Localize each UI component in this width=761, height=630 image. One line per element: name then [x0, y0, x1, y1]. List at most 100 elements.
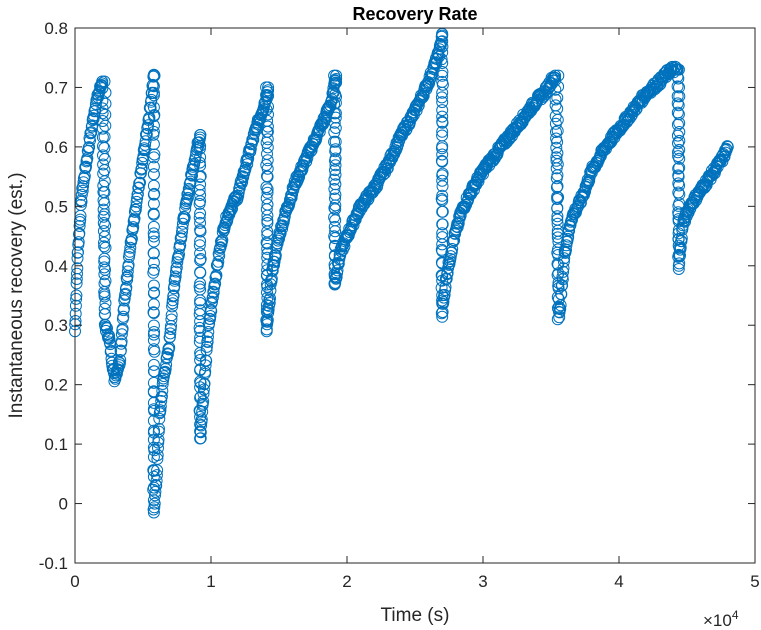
data-point — [103, 332, 116, 345]
data-point — [262, 108, 274, 121]
data-point — [198, 377, 211, 390]
data-point — [438, 289, 451, 301]
data-point — [139, 135, 152, 148]
data-point — [261, 141, 274, 154]
data-point — [555, 288, 568, 301]
data-point — [436, 174, 449, 187]
data-point — [170, 265, 182, 278]
data-point — [147, 160, 160, 173]
data-point — [436, 86, 449, 99]
axes — [74, 27, 756, 564]
data-point — [194, 391, 207, 404]
data-point — [164, 323, 177, 335]
data-point — [364, 187, 377, 200]
data-point — [329, 154, 341, 167]
data-point — [328, 220, 341, 233]
data-point — [673, 81, 685, 94]
data-point — [261, 183, 274, 196]
data-point — [550, 181, 563, 194]
data-point — [329, 192, 341, 205]
data-point — [118, 302, 130, 315]
data-point — [77, 176, 90, 189]
data-point — [673, 126, 686, 138]
data-point — [274, 227, 287, 240]
data-point — [193, 321, 206, 334]
data-point — [328, 249, 341, 262]
data-point — [105, 344, 118, 357]
data-point — [71, 267, 83, 280]
data-point — [129, 203, 142, 216]
data-point — [119, 287, 132, 300]
data-point — [549, 83, 562, 96]
x-tick-label: 1 — [206, 572, 215, 591]
data-point — [193, 239, 206, 252]
data-point — [169, 270, 182, 283]
data-point — [175, 230, 188, 243]
data-point — [194, 235, 207, 248]
data-point — [193, 335, 206, 348]
data-point — [134, 167, 147, 180]
x-tick-label: 2 — [342, 572, 351, 591]
data-point — [148, 424, 160, 437]
data-point — [194, 432, 207, 445]
data-point — [209, 277, 222, 290]
chart-title: Recovery Rate — [352, 4, 477, 24]
data-point — [560, 239, 573, 252]
data-point — [97, 225, 110, 238]
data-point — [155, 395, 168, 407]
axes-box — [74, 27, 756, 564]
data-point — [261, 251, 274, 264]
data-point — [166, 297, 179, 310]
data-point — [194, 349, 207, 362]
data-point — [148, 365, 161, 378]
data-point — [673, 143, 686, 156]
data-point — [194, 171, 207, 183]
data-point — [193, 197, 206, 210]
data-point — [672, 63, 685, 76]
data-point — [338, 240, 351, 253]
data-point — [436, 129, 449, 142]
data-point — [672, 206, 685, 219]
data-point — [148, 187, 161, 200]
data-point — [261, 120, 274, 133]
data-point — [98, 240, 111, 253]
data-point — [672, 233, 685, 245]
data-point — [310, 131, 323, 144]
data-point — [154, 400, 167, 413]
data-point — [435, 53, 448, 66]
data-point — [197, 383, 210, 396]
y-tick-label: 0.5 — [44, 197, 68, 216]
data-point — [436, 66, 449, 78]
data-point — [549, 93, 562, 106]
data-point — [147, 207, 160, 220]
data-point — [381, 162, 394, 175]
data-point — [426, 67, 439, 80]
data-point — [194, 315, 207, 328]
data-point — [147, 503, 160, 516]
data-point — [83, 141, 96, 154]
data-point — [193, 308, 206, 321]
data-point — [148, 497, 161, 510]
data-point — [436, 310, 449, 323]
data-point — [187, 163, 200, 176]
data-point — [165, 309, 178, 322]
data-point — [147, 334, 160, 347]
data-point — [147, 298, 160, 311]
data-point — [77, 180, 90, 193]
data-point — [194, 331, 207, 344]
data-point — [165, 313, 178, 326]
data-point — [672, 259, 685, 272]
data-point — [331, 264, 344, 277]
data-point — [203, 317, 216, 330]
data-point — [436, 110, 449, 123]
data-point — [147, 86, 160, 99]
y-tick-label: 0.6 — [44, 138, 68, 157]
data-point — [70, 292, 83, 305]
data-point — [181, 191, 194, 204]
data-point — [80, 160, 92, 173]
data-point — [84, 134, 96, 147]
data-point — [194, 207, 207, 220]
data-point — [436, 40, 449, 53]
data-point — [672, 99, 685, 112]
x-tick-label: 0 — [70, 572, 79, 591]
